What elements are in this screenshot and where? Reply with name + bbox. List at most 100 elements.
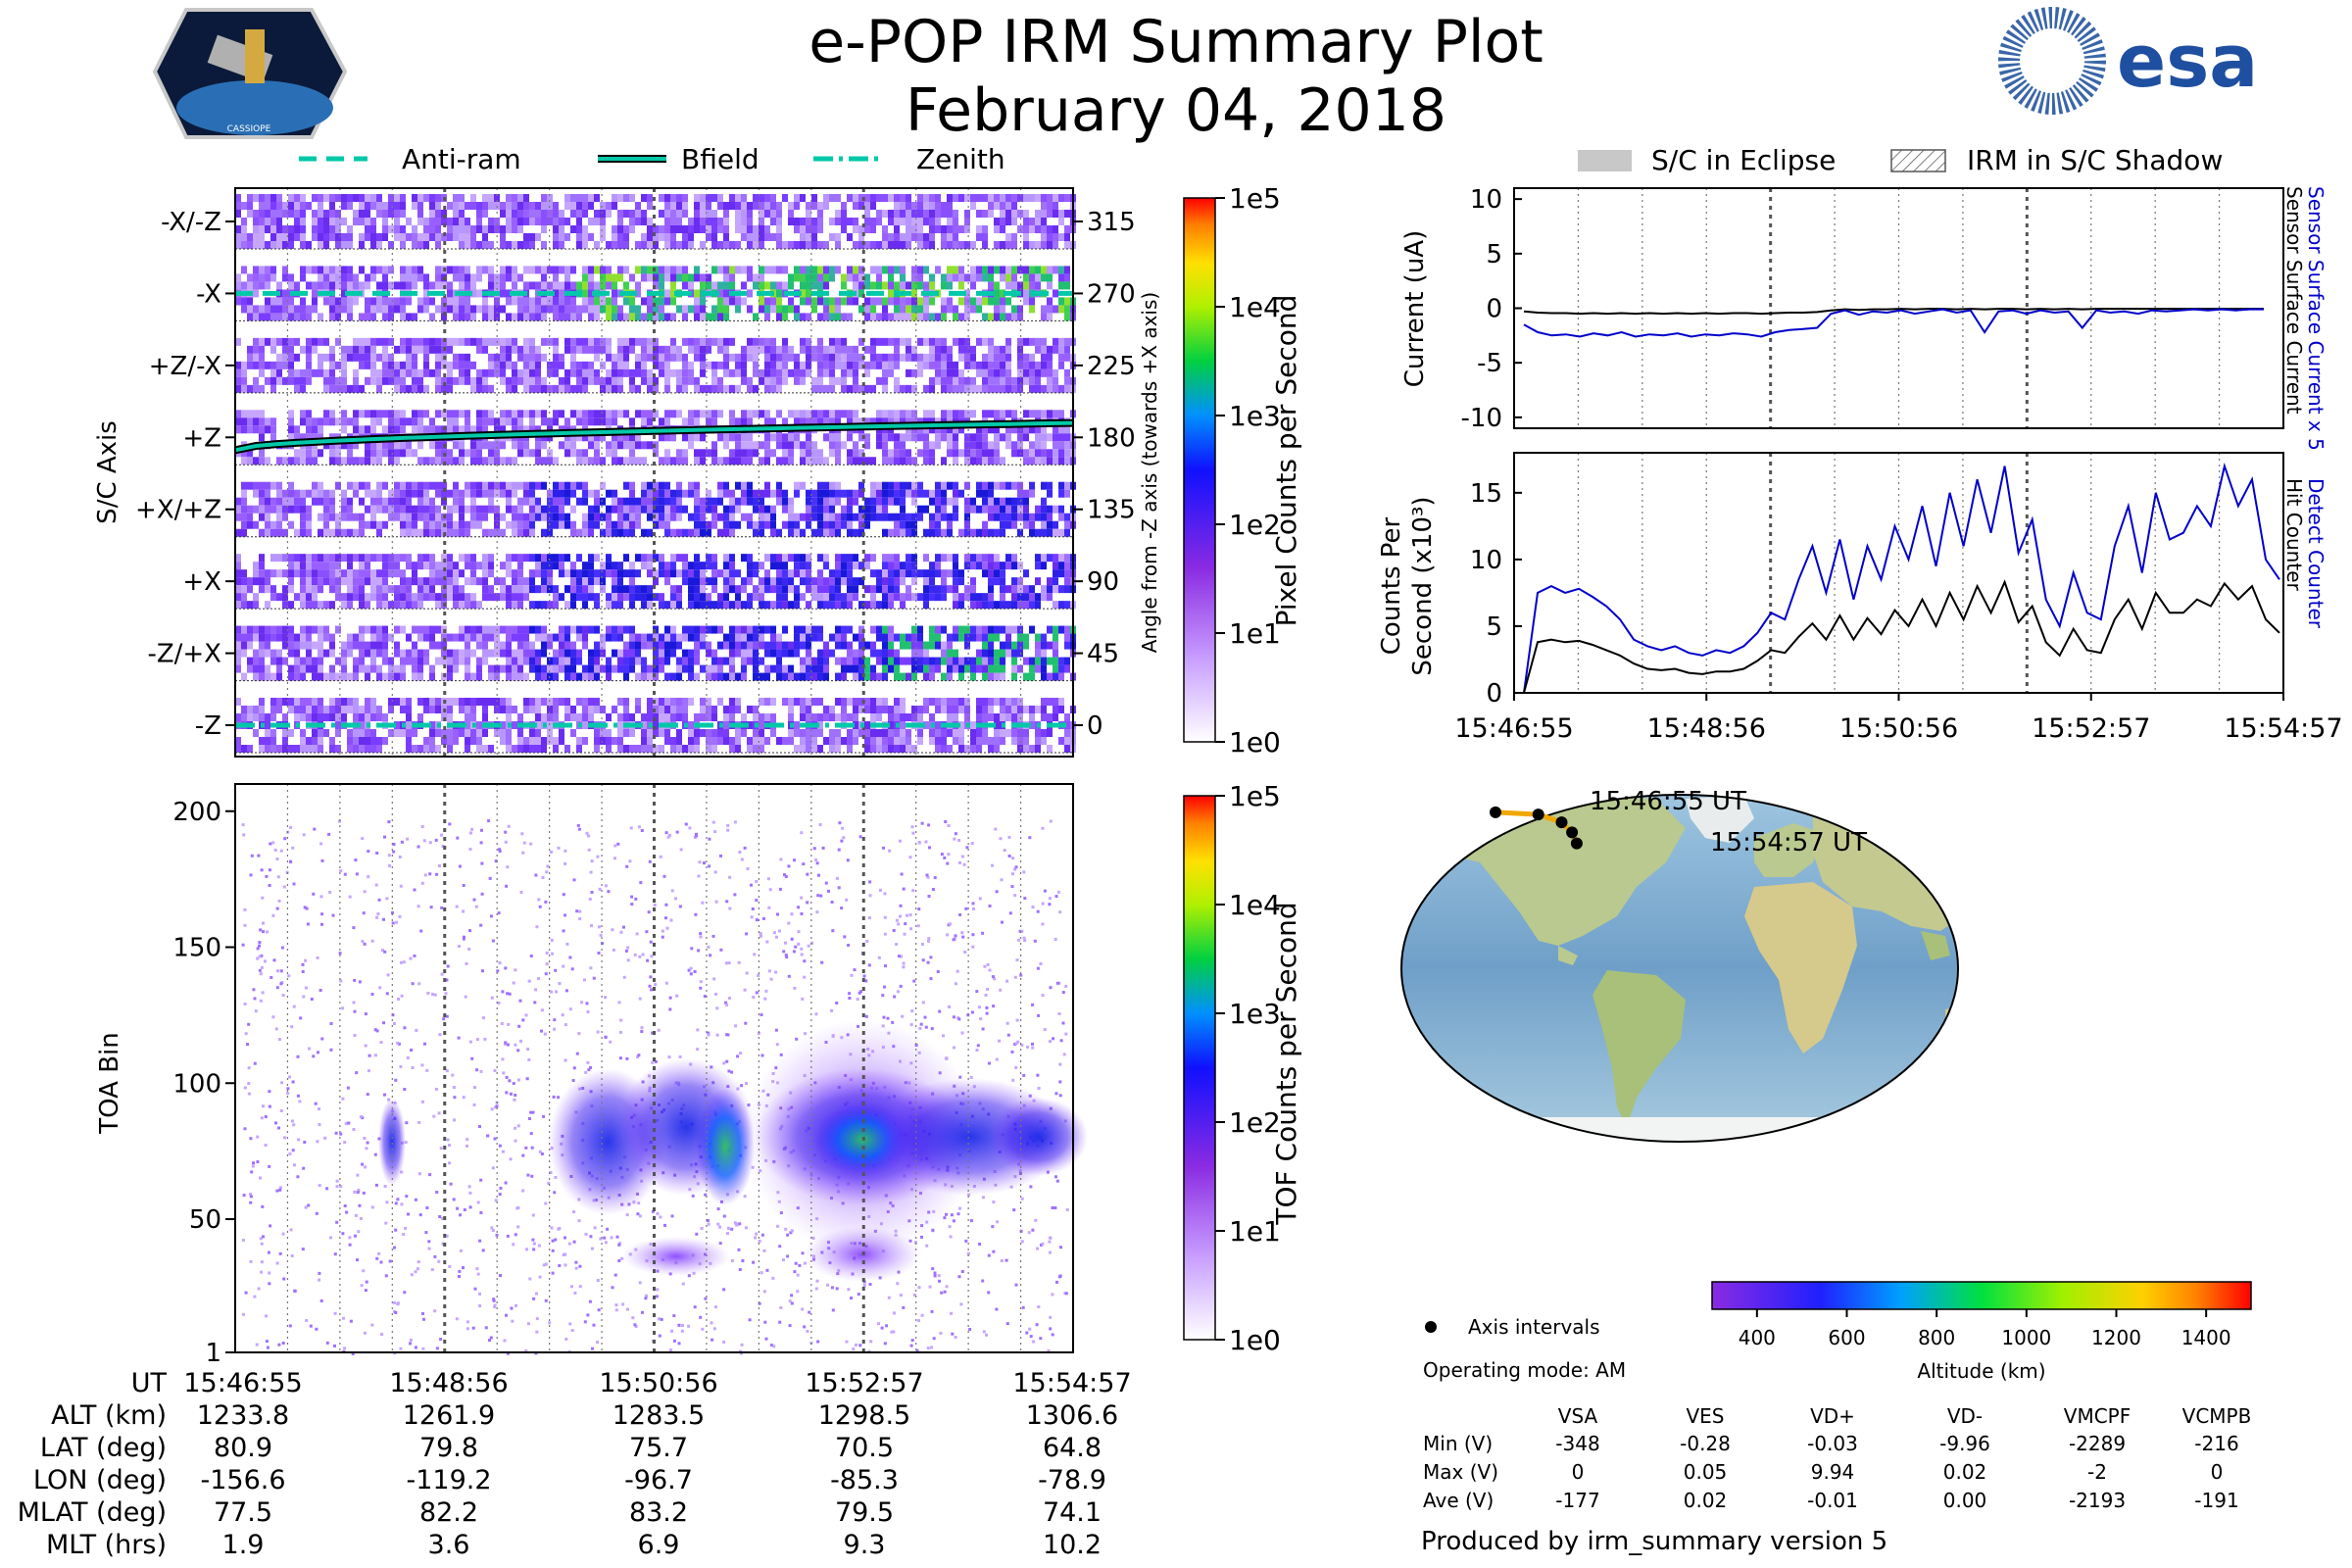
pixel-cell bbox=[547, 657, 553, 665]
pixel-cell bbox=[800, 577, 806, 586]
pixel-cell bbox=[694, 497, 700, 506]
pixel-cell bbox=[1017, 481, 1023, 490]
pixel-cell bbox=[682, 210, 688, 218]
pixel-cell bbox=[917, 218, 923, 225]
pixel-cell bbox=[653, 554, 659, 563]
pixel-cell bbox=[1005, 353, 1011, 362]
pixel-cell bbox=[670, 345, 676, 354]
pixel-cell bbox=[635, 281, 641, 290]
pixel-cell bbox=[288, 569, 294, 578]
pixel-cell bbox=[359, 569, 365, 578]
pixel-cell bbox=[847, 554, 853, 563]
pixel-cell bbox=[1041, 225, 1047, 233]
pixel-cell bbox=[794, 569, 800, 578]
pixel-cell bbox=[711, 194, 717, 202]
pixel-cell bbox=[594, 297, 600, 306]
pixel-cell bbox=[353, 457, 359, 466]
pixel-cell bbox=[764, 672, 770, 681]
pixel-cell bbox=[588, 664, 594, 673]
pixel-cell bbox=[612, 433, 617, 442]
legend-anti-ram: Anti-ram bbox=[402, 143, 521, 175]
pixel-cell bbox=[1005, 337, 1011, 346]
pixel-cell bbox=[735, 384, 741, 393]
pixel-cell bbox=[941, 489, 947, 498]
pixel-cell bbox=[582, 202, 588, 210]
pixel-cell bbox=[906, 433, 911, 442]
pixel-cell bbox=[576, 305, 582, 314]
pixel-cell bbox=[512, 273, 517, 282]
pixel-cell bbox=[858, 337, 864, 346]
pixel-cell bbox=[288, 577, 294, 586]
pixel-cell bbox=[1053, 577, 1058, 586]
pixel-cell bbox=[817, 505, 823, 514]
pixel-cell bbox=[1000, 210, 1005, 218]
pixel-cell bbox=[412, 410, 417, 418]
pixel-cell bbox=[670, 457, 676, 466]
pixel-cell bbox=[806, 520, 811, 529]
pixel-cell bbox=[482, 593, 488, 602]
pixel-cell bbox=[329, 601, 335, 610]
pixel-cell bbox=[588, 457, 594, 466]
pixel-cell bbox=[682, 449, 688, 458]
pixel-cell bbox=[400, 345, 406, 354]
pixel-cell bbox=[306, 520, 312, 529]
pixel-cell bbox=[794, 489, 800, 498]
pixel-cell bbox=[576, 194, 582, 202]
pixel-cell bbox=[982, 505, 988, 514]
pixel-cell bbox=[1047, 449, 1053, 458]
pixel-cell bbox=[688, 225, 694, 233]
pixel-cell bbox=[776, 489, 782, 498]
pixel-cell bbox=[365, 481, 370, 490]
pixel-cell bbox=[312, 368, 318, 377]
pixel-cell bbox=[1035, 601, 1041, 610]
pixel-cell bbox=[694, 273, 700, 282]
pixel-cell bbox=[853, 241, 858, 249]
pixel-cell bbox=[447, 218, 453, 225]
pixel-cell bbox=[958, 449, 964, 458]
pixel-cell bbox=[564, 218, 570, 225]
pixel-cell bbox=[1035, 410, 1041, 418]
pixel-cell bbox=[847, 562, 853, 570]
pixel-cell bbox=[517, 297, 523, 306]
pixel-cell bbox=[741, 481, 747, 490]
pixel-cell bbox=[523, 345, 529, 354]
pixel-cell bbox=[1023, 281, 1029, 290]
pixel-cell bbox=[770, 281, 776, 290]
pixel-cell bbox=[1029, 266, 1035, 274]
pixel-cell bbox=[253, 505, 259, 514]
pixel-cell bbox=[517, 368, 523, 377]
pixel-cell bbox=[606, 353, 612, 362]
pixel-cell bbox=[747, 233, 753, 241]
pixel-cell bbox=[547, 577, 553, 586]
pixel-cell bbox=[488, 194, 494, 202]
pixel-cell bbox=[847, 513, 853, 521]
pixel-cell bbox=[753, 361, 759, 369]
pixel-cell bbox=[617, 353, 623, 362]
pixel-cell bbox=[300, 345, 306, 354]
pixel-cell bbox=[288, 481, 294, 490]
pixel-cell bbox=[453, 569, 459, 578]
pixel-cell bbox=[576, 649, 582, 658]
pixel-cell bbox=[594, 410, 600, 418]
pixel-cell bbox=[459, 657, 465, 665]
pixel-cell bbox=[564, 305, 570, 314]
legend-top-right: S/C in Eclipse IRM in S/C Shadow bbox=[1578, 144, 2223, 176]
pixel-cell bbox=[994, 241, 1000, 249]
pixel-cell bbox=[282, 554, 288, 563]
pixel-cell bbox=[247, 664, 253, 673]
pixel-cell bbox=[964, 273, 970, 282]
pixel-cell bbox=[288, 641, 294, 650]
pixel-cell bbox=[764, 625, 770, 634]
pixel-cell bbox=[835, 353, 841, 362]
pixel-cell bbox=[1053, 384, 1058, 393]
pixel-cell bbox=[647, 593, 653, 602]
pixel-cell bbox=[988, 384, 994, 393]
pixel-cell bbox=[647, 297, 653, 306]
pixel-cell bbox=[894, 194, 900, 202]
pixel-cell bbox=[1047, 345, 1053, 354]
pixel-cell bbox=[864, 585, 870, 594]
pixel-cell bbox=[682, 194, 688, 202]
pixel-cell bbox=[964, 218, 970, 225]
pixel-cell bbox=[1005, 241, 1011, 249]
pixel-cell bbox=[470, 441, 476, 450]
